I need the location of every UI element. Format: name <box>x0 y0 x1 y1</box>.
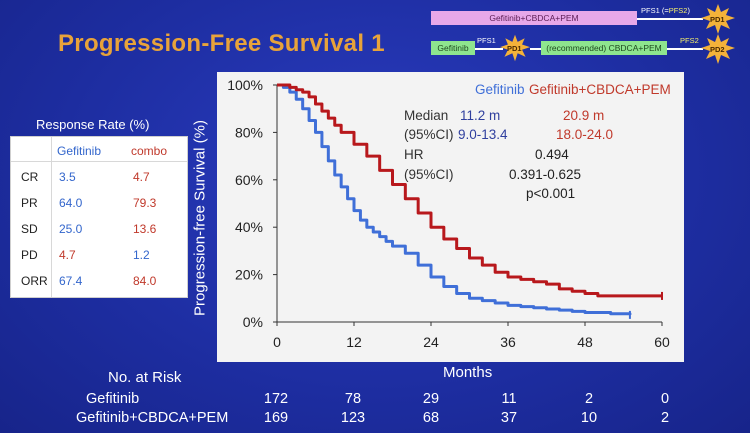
pd1-top-burst-icon <box>701 4 735 34</box>
median-gefitinib: 11.2 m <box>460 108 500 123</box>
schema-arrow-top <box>637 18 703 20</box>
ci-label: (95%CI) <box>404 127 454 142</box>
x-tick-label: 12 <box>346 334 362 350</box>
legend-combo: Gefitinib+CBDCA+PEM <box>529 82 671 97</box>
y-tick-label: 20% <box>235 267 263 283</box>
hr-label: HR <box>404 147 424 162</box>
km-chart: 0% 20% 40% 60% 80% 100% 0 12 24 36 48 60 Gefitinib Ge… <box>227 77 671 350</box>
table-header-row: Gefitinib combo <box>11 139 187 163</box>
header-combo: combo <box>131 144 168 158</box>
pd2-bottom-label: PD2 <box>710 45 725 54</box>
response-rate-table: Gefitinib combo CR 3.5 4.7 PR 64.0 79.3 … <box>10 136 188 298</box>
risk-count: 123 <box>340 410 366 426</box>
table-divider-vertical <box>51 137 52 297</box>
slide-title: Progression-Free Survival 1 <box>58 30 385 57</box>
schema-pfs2-bottom-label: PFS2 <box>680 36 699 45</box>
schema-arrow-bottom-2 <box>530 48 541 50</box>
risk-count: 68 <box>422 410 440 426</box>
risk-count: 29 <box>422 391 440 407</box>
y-tick-label: 60% <box>235 172 263 188</box>
table-row: SD 25.0 13.6 <box>11 217 187 241</box>
table-row: CR 3.5 4.7 <box>11 165 187 189</box>
schema-gefitinib-box: Gefitinib <box>431 41 475 55</box>
y-axis-title-text: Progression-free Survival (%) <box>191 120 209 316</box>
gefitinib-value: 4.7 <box>59 248 76 262</box>
row-label: PD <box>21 248 38 262</box>
risk-row-label-gefitinib: Gefitinib <box>86 391 140 407</box>
schema-combo-box: Gefitinib+CBDCA+PEM <box>431 11 637 25</box>
y-tick-label: 0% <box>243 314 263 330</box>
schema-pfs1-bottom-label: PFS1 <box>477 36 496 45</box>
median-label: Median <box>404 108 448 123</box>
row-label: SD <box>21 222 38 236</box>
pd2-bottom-burst-icon <box>701 34 735 64</box>
schema-arrow-bottom-1 <box>475 48 503 50</box>
row-label: ORR <box>21 274 48 288</box>
pd1-bottom-burst-icon <box>500 34 530 62</box>
combo-value: 79.3 <box>133 196 157 210</box>
pd1-bottom-label: PD1 <box>507 44 522 53</box>
series-line-combo <box>277 83 662 298</box>
table-divider-horizontal <box>11 161 187 162</box>
risk-count: 37 <box>500 410 518 426</box>
ci-gefitinib: 9.0-13.4 <box>458 127 508 142</box>
gefitinib-value: 67.4 <box>59 274 83 288</box>
risk-row-label-combo: Gefitinib+CBDCA+PEM <box>76 410 229 426</box>
row-label: CR <box>21 170 39 184</box>
legend-gefitinib: Gefitinib <box>475 82 525 97</box>
y-tick-label: 100% <box>227 77 263 93</box>
combo-value: 13.6 <box>133 222 157 236</box>
series-line-gefitinib <box>277 83 632 316</box>
combo-value: 84.0 <box>133 274 157 288</box>
hr-ci-label: (95%CI) <box>404 167 454 182</box>
x-tick-label: 60 <box>654 334 670 350</box>
header-gefitinib: Gefitinib <box>57 144 102 158</box>
risk-count: 0 <box>660 391 670 407</box>
gefitinib-value: 25.0 <box>59 222 83 236</box>
x-tick-label: 24 <box>423 334 439 350</box>
schema-pfs1-top-label: PFS1 (=PFS2) <box>641 6 690 15</box>
table-row: PR 64.0 79.3 <box>11 191 187 215</box>
combo-value: 4.7 <box>133 170 150 184</box>
pd1-top-label: PD1 <box>710 15 725 24</box>
gefitinib-value: 64.0 <box>59 196 83 210</box>
risk-table-title: No. at Risk <box>108 369 182 386</box>
y-tick-label: 80% <box>235 124 263 140</box>
response-rate-title: Response Rate (%) <box>36 117 150 132</box>
p-value: p<0.001 <box>526 186 575 201</box>
risk-count: 172 <box>263 391 289 407</box>
risk-count: 169 <box>263 410 289 426</box>
risk-count: 2 <box>660 410 670 426</box>
risk-count: 78 <box>344 391 362 407</box>
y-tick-label: 40% <box>235 219 263 235</box>
schema-recommended-box: (recommended) CBDCA+PEM <box>541 41 667 55</box>
x-axis-title: Months <box>443 364 493 381</box>
risk-count: 11 <box>501 391 517 407</box>
risk-count: 2 <box>584 391 594 407</box>
hr-value: 0.494 <box>535 147 569 162</box>
table-row: PD 4.7 1.2 <box>11 243 187 267</box>
risk-count: 10 <box>580 410 598 426</box>
ci-combo: 18.0-24.0 <box>556 127 613 142</box>
hr-ci-value: 0.391-0.625 <box>509 167 581 182</box>
row-label: PR <box>21 196 38 210</box>
km-chart-panel: 0% 20% 40% 60% 80% 100% 0 12 24 36 48 60 Gefitinib Ge… <box>217 72 684 362</box>
table-row: ORR 67.4 84.0 <box>11 269 187 293</box>
gefitinib-value: 3.5 <box>59 170 76 184</box>
x-tick-label: 0 <box>273 334 281 350</box>
x-tick-label: 36 <box>500 334 516 350</box>
schema-arrow-bottom-3 <box>667 48 703 50</box>
combo-value: 1.2 <box>133 248 150 262</box>
median-combo: 20.9 m <box>563 108 604 123</box>
x-tick-label: 48 <box>577 334 593 350</box>
